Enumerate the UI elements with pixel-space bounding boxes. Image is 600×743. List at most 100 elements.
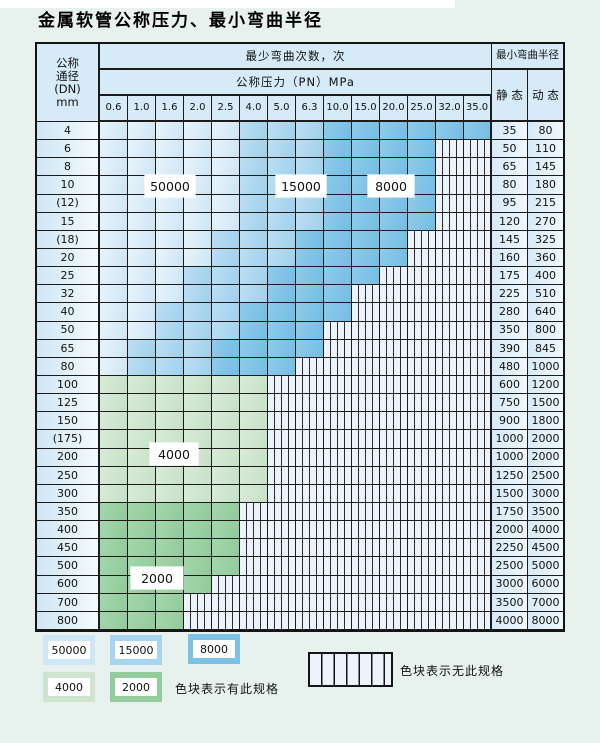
spec-cell-g2 <box>100 502 128 522</box>
spec-cell-b1 <box>212 122 240 141</box>
no-spec-cell <box>436 267 464 286</box>
pressure-tick-2.5: 2.5 <box>212 96 240 122</box>
dn-cell-600: 600 <box>37 575 100 594</box>
spec-cell-b2 <box>268 158 296 177</box>
no-spec-cell <box>212 611 240 630</box>
no-spec-cell <box>296 357 324 376</box>
no-spec-cell <box>324 593 352 612</box>
dn-cell-800: 800 <box>37 611 100 630</box>
static-radius-cell: 3500 <box>492 593 528 612</box>
spec-cell-b3 <box>324 176 352 195</box>
spec-cell-b2 <box>212 285 240 304</box>
no-spec-cell <box>352 303 380 322</box>
no-spec-cell <box>464 140 492 159</box>
spec-cell-b3 <box>408 212 436 231</box>
spec-cell-g1 <box>240 466 268 485</box>
spec-cell-g1 <box>212 394 240 413</box>
dynamic-radius-cell: 2000 <box>528 448 563 467</box>
spec-cell-g1 <box>156 484 184 503</box>
static-radius-cell: 1000 <box>492 448 528 467</box>
pressure-tick-25.0: 25.0 <box>408 96 436 122</box>
no-spec-cell <box>436 158 464 177</box>
spec-cell-g1 <box>240 430 268 449</box>
spec-cell-g1 <box>156 466 184 485</box>
spec-cell-g1 <box>128 394 156 413</box>
no-spec-cell <box>436 575 464 594</box>
spec-cell-b1 <box>100 321 128 340</box>
dynamic-radius-cell: 1200 <box>528 375 563 395</box>
no-spec-cell <box>268 448 296 467</box>
pressure-tick-4.0: 4.0 <box>240 96 268 122</box>
dynamic-radius-cell: 640 <box>528 303 563 322</box>
no-spec-cell <box>408 448 436 467</box>
no-spec-cell <box>352 412 380 431</box>
pressure-tick-35.0: 35.0 <box>464 96 492 122</box>
no-spec-cell <box>436 375 464 395</box>
spec-cell-b3 <box>324 158 352 177</box>
no-spec-cell <box>436 412 464 431</box>
spec-cell-b1 <box>156 212 184 231</box>
spec-cell-b1 <box>100 285 128 304</box>
spec-cell-g2 <box>184 557 212 576</box>
pressure-tick-1.0: 1.0 <box>128 96 156 122</box>
no-spec-cell <box>324 539 352 558</box>
no-spec-cell <box>352 466 380 485</box>
no-spec-cell <box>380 394 408 413</box>
spec-table: 公称 通径 (DN) mm 最少弯曲次数，次 最小弯曲半径 公称压力（PN）MP… <box>35 42 565 632</box>
spec-cell-b2 <box>212 267 240 286</box>
no-spec-cell <box>464 176 492 195</box>
static-column-header: 静 态 <box>492 70 528 122</box>
no-spec-cell <box>408 375 436 395</box>
static-radius-cell: 280 <box>492 303 528 322</box>
no-spec-cell <box>324 466 352 485</box>
no-spec-cell <box>352 539 380 558</box>
spec-cell-b3 <box>380 230 408 249</box>
spec-cell-b3 <box>352 194 380 213</box>
dynamic-radius-cell: 110 <box>528 140 563 159</box>
no-spec-cell <box>408 339 436 358</box>
no-spec-cell <box>408 575 436 594</box>
no-spec-cell <box>352 502 380 522</box>
no-spec-cell <box>464 430 492 449</box>
page-title: 金属软管公称压力、最小弯曲半径 <box>38 11 323 31</box>
no-spec-cell <box>324 357 352 376</box>
spec-cell-b1 <box>156 285 184 304</box>
spec-cell-g2 <box>156 593 184 612</box>
spec-cell-b2 <box>184 303 212 322</box>
pressure-tick-32.0: 32.0 <box>436 96 464 122</box>
dn-cell-50: 50 <box>37 321 100 340</box>
spec-cell-b2 <box>128 357 156 376</box>
no-spec-cell <box>464 339 492 358</box>
no-spec-cell <box>352 575 380 594</box>
spec-cell-g1 <box>240 412 268 431</box>
static-radius-cell: 900 <box>492 412 528 431</box>
spec-cell-b1 <box>156 230 184 249</box>
dn-cell-65: 65 <box>37 339 100 358</box>
no-spec-cell <box>408 285 436 304</box>
spec-cell-g1 <box>212 412 240 431</box>
spec-cell-g2 <box>128 502 156 522</box>
spec-cell-b2 <box>184 339 212 358</box>
no-spec-cell <box>380 611 408 630</box>
spec-cell-b3 <box>352 230 380 249</box>
spec-cell-g2 <box>128 539 156 558</box>
no-spec-cell <box>436 212 464 231</box>
no-spec-cell <box>324 430 352 449</box>
spec-cell-b3 <box>380 140 408 159</box>
spec-cell-b1 <box>100 158 128 177</box>
spec-cell-b3 <box>408 158 436 177</box>
spec-cell-b1 <box>156 248 184 268</box>
spec-cell-b3 <box>380 158 408 177</box>
no-spec-cell <box>408 466 436 485</box>
pressure-tick-15.0: 15.0 <box>352 96 380 122</box>
legend-swatch-4000: 4000 <box>43 672 95 702</box>
no-spec-cell <box>352 448 380 467</box>
dn-cell-450: 450 <box>37 539 100 558</box>
spec-cell-b1 <box>100 140 128 159</box>
dynamic-radius-cell: 4000 <box>528 521 563 540</box>
no-spec-cell <box>352 430 380 449</box>
scan-white-strip <box>0 0 455 8</box>
no-spec-cell <box>408 484 436 503</box>
pressure-tick-1.6: 1.6 <box>156 96 184 122</box>
spec-cell-b2 <box>240 230 268 249</box>
